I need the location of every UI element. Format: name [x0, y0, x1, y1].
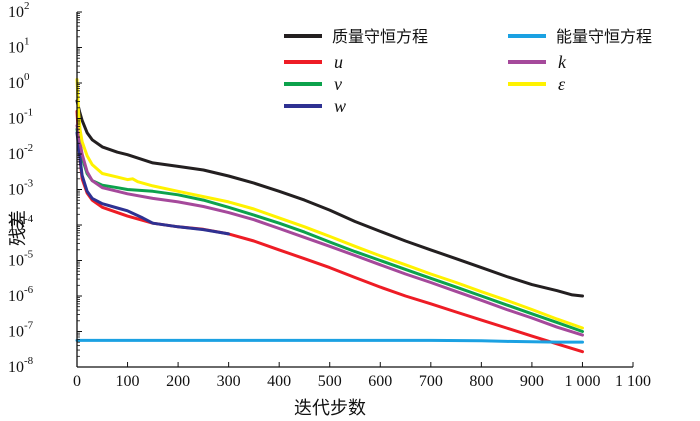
x-tick-label: 100	[116, 373, 140, 390]
legend: 质量守恒方程 uvw 能量守恒方程 kε	[280, 22, 698, 116]
x-tick-label: 800	[469, 373, 493, 390]
legend-label: k	[558, 52, 567, 72]
x-tick-label: 1 000	[564, 373, 600, 390]
legend-label: 质量守恒方程	[332, 27, 428, 46]
y-tick-label: 101	[8, 36, 30, 57]
y-tick-label: 10-6	[8, 284, 34, 305]
legend-label: ε	[558, 74, 566, 94]
y-tick-label: 10-1	[8, 107, 33, 128]
x-tick-label: 900	[520, 373, 544, 390]
legend-background	[280, 22, 698, 114]
series-line-1	[75, 109, 584, 354]
x-axis-title: 迭代步数	[294, 398, 366, 419]
series-line-0	[75, 99, 584, 298]
series-line-6	[75, 78, 584, 330]
legend-label: 能量守恒方程	[556, 27, 652, 46]
x-tick-label: 500	[318, 373, 342, 390]
x-tick-label: 1 100	[615, 373, 651, 390]
y-tick-label: 10-3	[8, 178, 34, 199]
series-line-4	[75, 338, 584, 344]
x-tick-label: 700	[419, 373, 443, 390]
x-tick-label: 0	[73, 373, 81, 390]
y-tick-label: 100	[8, 71, 30, 92]
axes	[76, 11, 634, 368]
tick-labels: 0 100 200 300 400 500 600 700 800 900 1 000 1 100 10…	[8, 0, 651, 390]
series-line-3	[75, 131, 231, 236]
y-axis-title: 残差	[8, 210, 29, 246]
series-line-5	[75, 124, 584, 337]
y-tick-label: 102	[8, 0, 30, 21]
legend-label: w	[334, 96, 346, 116]
x-tick-label: 600	[368, 373, 392, 390]
series-layer	[75, 78, 584, 354]
y-tick-label: 10-2	[8, 142, 33, 163]
x-tick-label: 400	[267, 373, 291, 390]
y-tick-label: 10-8	[8, 355, 34, 376]
x-tick-label: 300	[217, 373, 241, 390]
y-tick-label: 10-4	[8, 213, 34, 234]
legend-label: v	[334, 74, 342, 94]
legend-label: u	[334, 52, 343, 72]
y-tick-label: 10-7	[8, 320, 34, 341]
y-tick-label: 10-5	[8, 249, 34, 270]
x-tick-label: 200	[166, 373, 190, 390]
